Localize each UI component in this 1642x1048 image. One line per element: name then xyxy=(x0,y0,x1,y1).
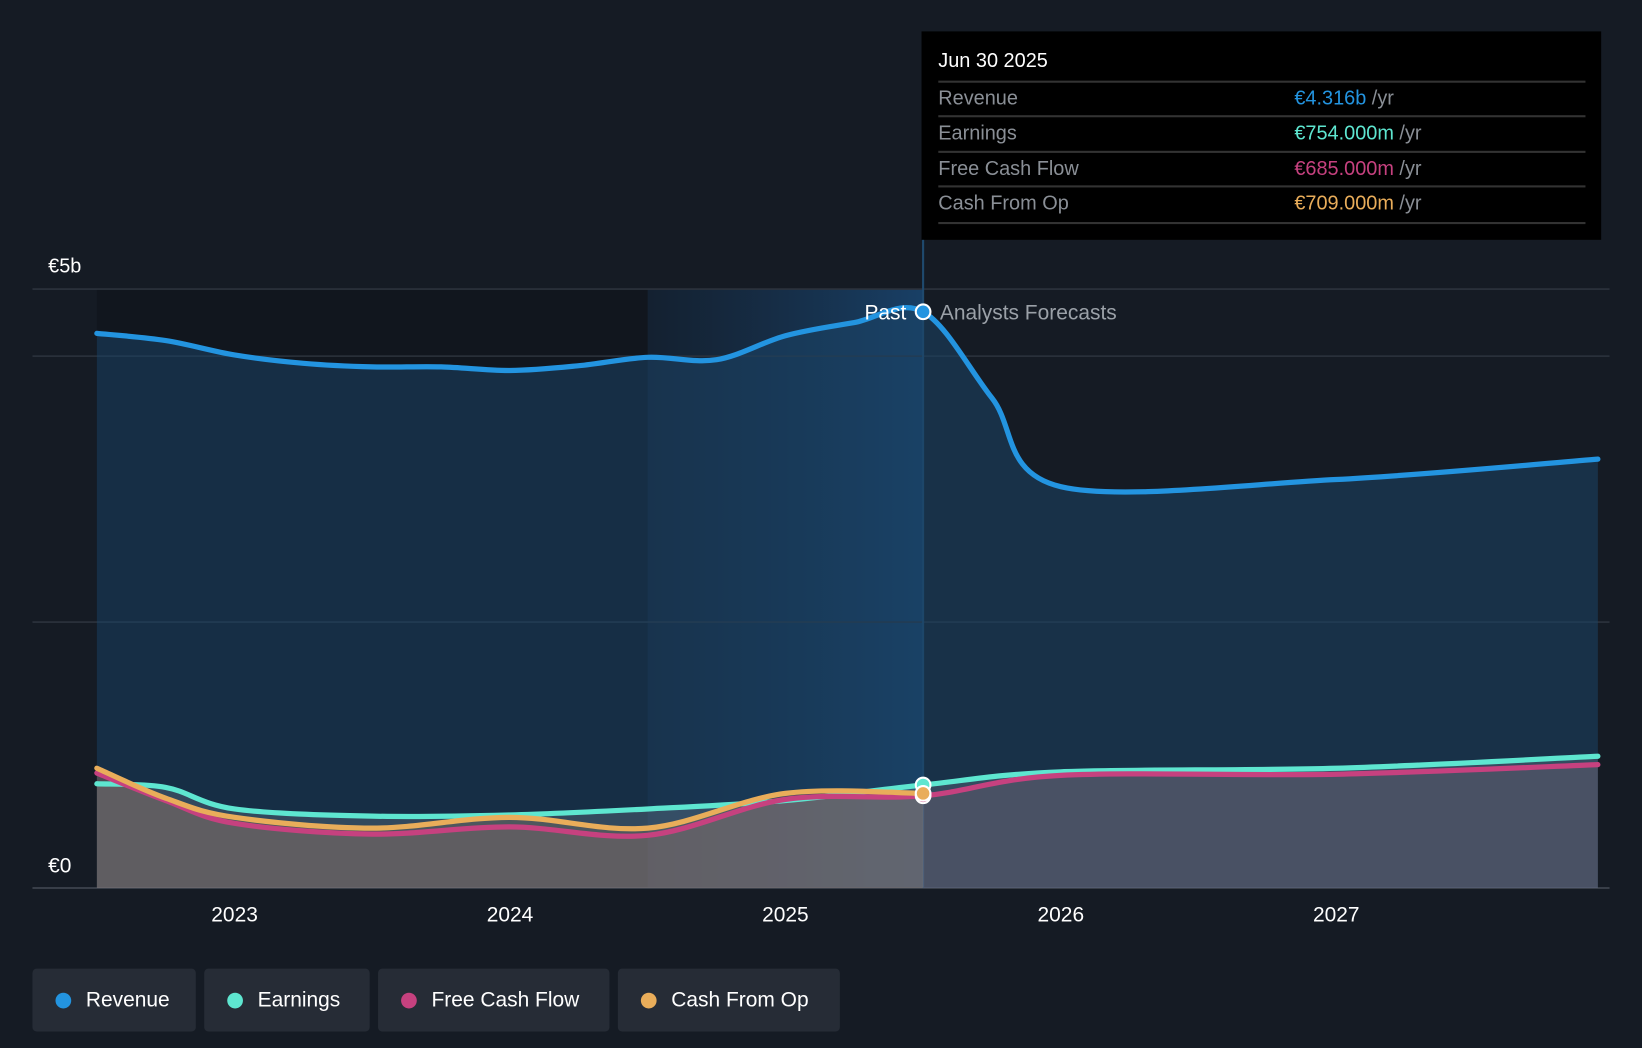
revenue-line xyxy=(94,305,1601,495)
cfo-dot-icon xyxy=(640,992,657,1008)
fcf-area xyxy=(96,764,1598,889)
legend-earnings[interactable]: Earnings xyxy=(204,968,370,1032)
tooltip-unit: /yr xyxy=(1399,122,1422,145)
tooltip: Jun 30 2025 Revenue €4.316b /yr Earnings €… xyxy=(921,31,1602,240)
past-label: Past xyxy=(864,301,906,324)
cfo-marker xyxy=(914,785,932,802)
tooltip-amount: €754.000m xyxy=(1294,122,1394,145)
tooltip-amount: €4.316b xyxy=(1294,87,1367,110)
tooltip-row-revenue: Revenue €4.316b /yr xyxy=(938,80,1586,118)
tooltip-unit: /yr xyxy=(1399,158,1422,181)
tooltip-date: Jun 30 2025 xyxy=(938,50,1048,73)
revenue-marker xyxy=(914,303,932,321)
tooltip-value: €754.000m /yr xyxy=(1294,117,1421,149)
tooltip-label: Cash From Op xyxy=(938,192,1069,215)
tooltip-amount: €685.000m xyxy=(1294,158,1394,181)
revenue-area xyxy=(96,307,1598,889)
x-tick-label: 2024 xyxy=(487,904,534,927)
tooltip-label: Earnings xyxy=(938,122,1017,145)
fcf-line xyxy=(94,762,1601,839)
earnings-area xyxy=(96,756,1598,889)
tooltip-row-fcf: Free Cash Flow €685.000m /yr xyxy=(938,150,1586,188)
legend-free-cash-flow[interactable]: Free Cash Flow xyxy=(378,968,610,1032)
x-tick-label: 2027 xyxy=(1313,904,1360,927)
tooltip-unit: /yr xyxy=(1371,87,1394,110)
y-label-top: €5b xyxy=(48,255,81,277)
divider xyxy=(938,222,1586,225)
revenue-dot-icon xyxy=(55,992,72,1008)
x-tick-label: 2023 xyxy=(211,904,258,927)
tooltip-row-cfo: Cash From Op €709.000m /yr xyxy=(938,185,1586,222)
tooltip-label: Revenue xyxy=(938,87,1018,110)
tooltip-value: €685.000m /yr xyxy=(1294,153,1421,185)
legend-label: Free Cash Flow xyxy=(431,988,580,1012)
forecast-label: Analysts Forecasts xyxy=(940,301,1117,324)
earnings-line xyxy=(94,753,1601,820)
legend-revenue[interactable]: Revenue xyxy=(32,968,196,1032)
earnings-dot-icon xyxy=(227,992,243,1008)
legend-label: Cash From Op xyxy=(671,988,809,1012)
tooltip-value: €4.316b /yr xyxy=(1294,83,1394,115)
tooltip-label: Free Cash Flow xyxy=(938,158,1079,181)
y-label-bottom: €0 xyxy=(48,854,71,877)
tooltip-unit: /yr xyxy=(1399,192,1422,215)
fcf-dot-icon xyxy=(401,992,417,1008)
tooltip-amount: €709.000m xyxy=(1294,192,1394,215)
legend-cash-from-op[interactable]: Cash From Op xyxy=(617,968,840,1032)
x-tick-label: 2026 xyxy=(1038,904,1085,927)
cfo-line xyxy=(94,765,926,832)
tooltip-row-earnings: Earnings €754.000m /yr xyxy=(938,115,1586,152)
legend-label: Earnings xyxy=(257,988,341,1012)
x-tick-label: 2025 xyxy=(762,904,809,927)
legend-label: Revenue xyxy=(85,988,170,1012)
tooltip-value: €709.000m /yr xyxy=(1294,187,1421,219)
